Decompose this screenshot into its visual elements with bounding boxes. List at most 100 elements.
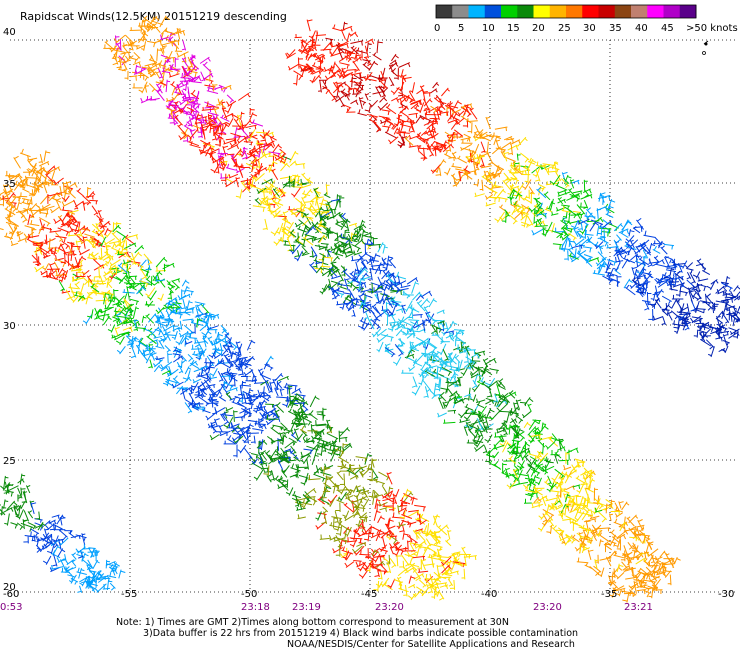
wind-barb-flag [681,321,685,324]
wind-barb [696,329,699,338]
wind-barb-flag [564,224,568,230]
wind-barb-flag [595,534,600,536]
wind-barb-flag [380,86,384,89]
wind-barb [313,74,320,83]
wind-barb-flag [302,40,307,42]
wind-barb [120,52,126,62]
wind-barb-flag [225,121,230,125]
wind-barb-flag [236,117,239,122]
wind-barb-flag [534,420,539,425]
wind-barb-flag [492,454,496,458]
wind-barb-flag [547,518,553,523]
wind-barb-flag [194,105,199,110]
wind-barb-flag [463,416,468,420]
wind-barb [524,397,531,406]
wind-barb [385,106,397,115]
wind-barb-flag [266,189,268,193]
wind-barb-flag [394,282,397,286]
wind-barb-flag [530,439,534,443]
wind-barb [261,178,273,185]
wind-barb-flag [214,107,220,111]
wind-barb-flag [151,88,156,92]
wind-barb-flag [253,176,257,181]
wind-barb-flag [690,269,693,274]
wind-barb [498,403,509,413]
wind-barb-flag [518,193,523,197]
wind-barb-flag [362,101,366,106]
wind-barb [542,226,545,236]
wind-barb [453,370,457,379]
wind-barb-flag [561,541,565,544]
wind-barb-flag [626,259,630,263]
wind-barb-flag [480,370,485,373]
wind-barb [650,579,659,589]
wind-barb [730,290,735,299]
wind-barb-flag [728,287,732,292]
wind-barb [448,156,456,159]
wind-barb-flag [400,342,405,348]
wind-barb-flag [428,291,433,297]
wind-barb [399,123,412,128]
wind-barb [536,451,542,459]
wind-barb-flag [525,454,529,458]
wind-barb-flag [416,109,421,112]
wind-barb [315,34,327,37]
wind-barb-flag [335,241,340,245]
wind-barb [571,179,580,184]
wind-barb [451,152,457,160]
wind-barb-flag [111,57,116,60]
wind-barb [654,299,662,309]
wind-barb-flag [496,370,498,374]
wind-barb-flag [451,335,455,340]
wind-barb-flag [726,342,729,347]
wind-barb [311,221,320,233]
wind-barb-flag [435,95,439,100]
wind-barb-flag [412,346,417,350]
wind-barb-flag [148,72,152,77]
wind-barb-flag [499,378,504,382]
wind-barb [130,75,138,78]
wind-barb [204,106,212,109]
wind-barb-flag [546,488,551,492]
wind-barb-flag [507,196,512,200]
wind-barb [381,109,391,112]
wind-barb [507,144,518,151]
wind-barb-flag [139,283,143,288]
wind-barb-flag [248,180,251,184]
wind-barb [387,309,394,316]
wind-barb-flag [643,280,648,284]
wind-barb [686,279,697,289]
wind-barb [587,239,596,246]
wind-barb-flag [393,552,397,556]
wind-barb-flag [383,86,387,90]
wind-barb [522,166,531,171]
wind-barb-flag [331,274,334,279]
wind-barb-flag [539,434,541,440]
wind-barb [677,317,680,330]
wind-barb-flag [339,235,343,240]
wind-barb [420,374,425,386]
wind-barb-flag [361,41,363,46]
wind-barb-flag [534,481,540,485]
wind-barb [343,473,346,486]
wind-barb [644,551,647,559]
wind-barb-flag [521,207,525,213]
wind-barb-flag [457,376,463,379]
wind-barb [565,534,572,542]
wind-barb [617,251,624,259]
wind-barb [679,311,688,314]
wind-barb-flag [597,573,602,577]
wind-barb-flag [448,352,453,355]
wind-barb-flag [219,166,224,170]
wind-barb-flag [471,360,475,365]
wind-barb [433,97,440,103]
wind-barb-flag [615,506,618,511]
wind-barb [379,309,388,317]
wind-barb [502,441,509,453]
wind-barb-flag [587,529,590,534]
wind-barb-flag [569,257,574,262]
wind-barb [476,436,484,448]
wind-barb [672,282,685,288]
wind-barb-flag [428,109,431,114]
wind-barb-flag [309,190,313,193]
